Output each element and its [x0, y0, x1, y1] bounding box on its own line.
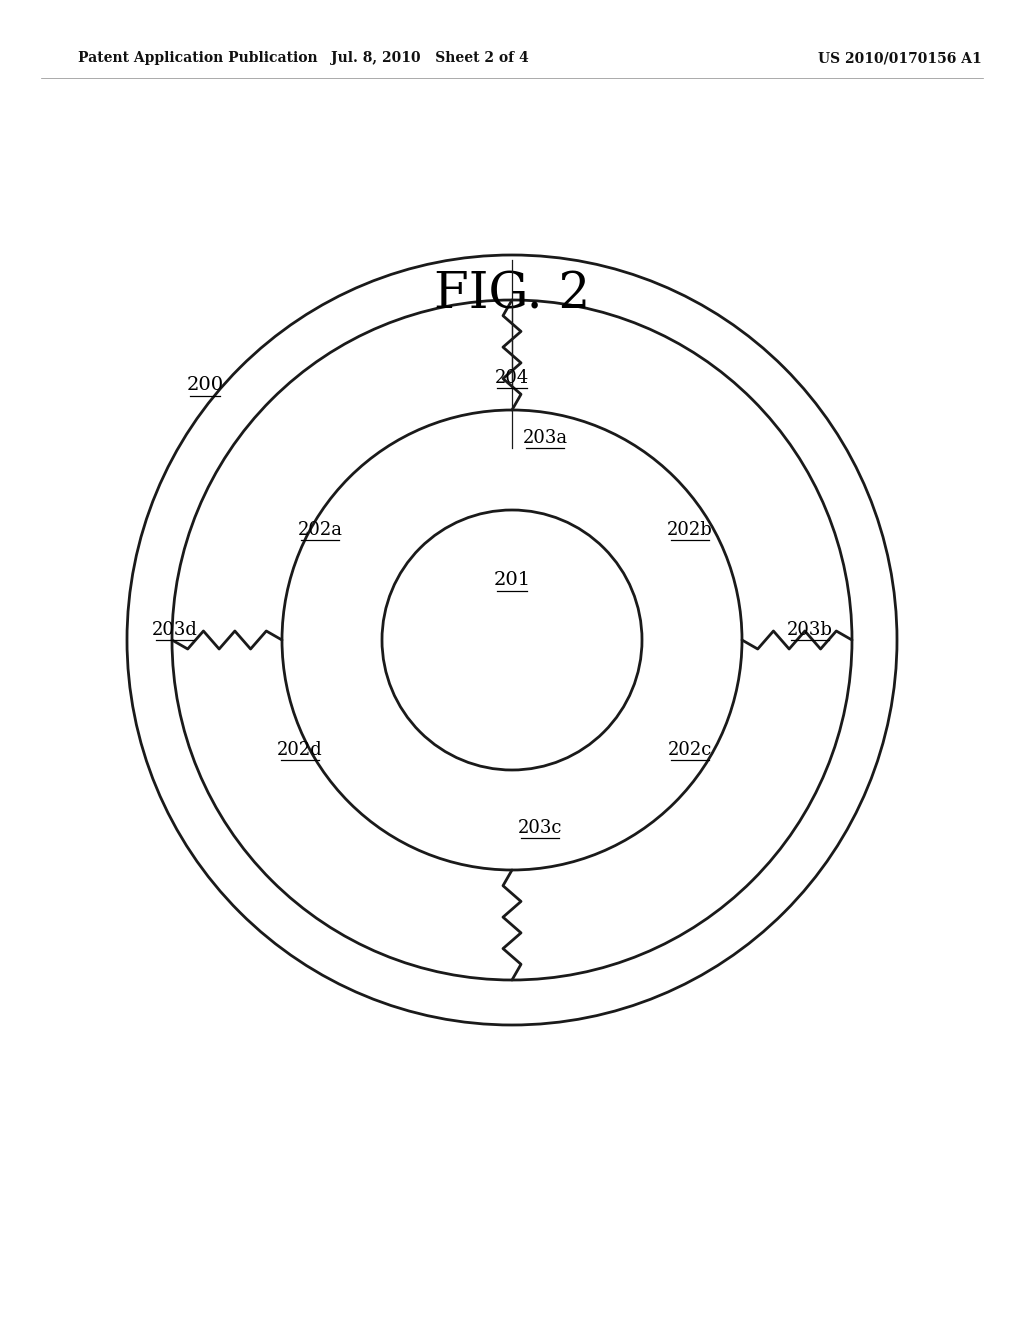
Text: 203c: 203c — [518, 818, 562, 837]
Text: FIG. 2: FIG. 2 — [434, 271, 590, 319]
Text: 204: 204 — [495, 370, 529, 387]
Text: 202d: 202d — [278, 741, 323, 759]
Text: US 2010/0170156 A1: US 2010/0170156 A1 — [818, 51, 982, 65]
Text: 203a: 203a — [522, 429, 567, 447]
Text: 202c: 202c — [668, 741, 712, 759]
Text: 200: 200 — [186, 376, 223, 393]
Text: 202b: 202b — [667, 521, 713, 539]
Text: 202a: 202a — [298, 521, 342, 539]
Text: Jul. 8, 2010   Sheet 2 of 4: Jul. 8, 2010 Sheet 2 of 4 — [331, 51, 528, 65]
Text: 203d: 203d — [152, 620, 198, 639]
Text: 201: 201 — [494, 572, 530, 589]
Text: 203b: 203b — [787, 620, 833, 639]
Text: Patent Application Publication: Patent Application Publication — [78, 51, 317, 65]
